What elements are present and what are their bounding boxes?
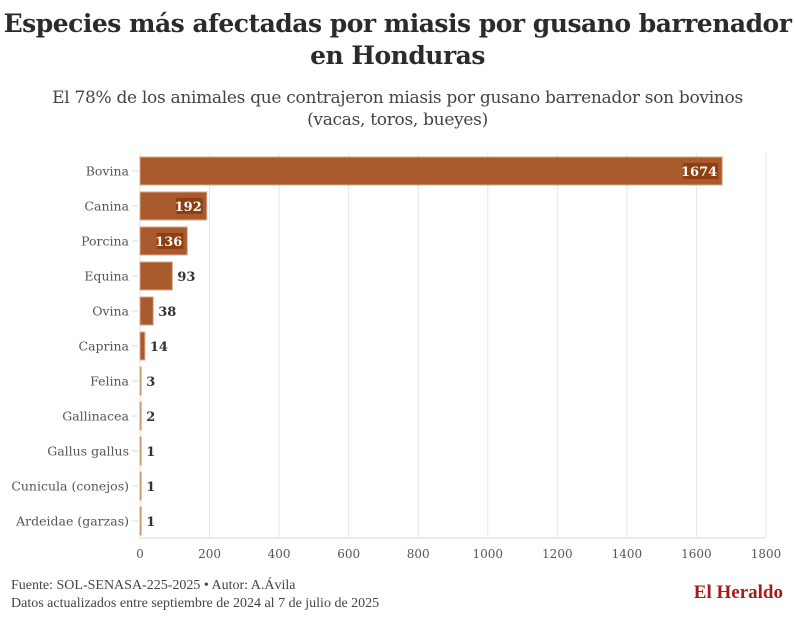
x-tick-label: 600 bbox=[337, 547, 360, 561]
bar bbox=[139, 296, 154, 326]
y-axis-labels: Bovina Canina Porcina Equina Ovina Caprina Fel… bbox=[11, 164, 129, 529]
x-tick-label: 1200 bbox=[542, 547, 573, 561]
value-label: 1 bbox=[146, 445, 155, 460]
value-label: 1 bbox=[146, 480, 155, 495]
value-label: 192 bbox=[175, 200, 202, 215]
value-labels: 1674 192 136 93 38 14 3 2 1 1 1 bbox=[146, 163, 719, 530]
category-label: Gallinacea bbox=[62, 409, 129, 424]
category-label: Ardeidae (garzas) bbox=[15, 514, 129, 529]
chart-subtitle: El 78% de los animales que contrajeron m… bbox=[0, 87, 795, 131]
category-label: Equina bbox=[84, 269, 129, 284]
bar bbox=[139, 331, 146, 361]
value-label: 1674 bbox=[681, 165, 717, 180]
chart-title: Especies más afectadas por miasis por gu… bbox=[0, 8, 795, 72]
value-label: 3 bbox=[146, 375, 155, 390]
bar bbox=[139, 401, 142, 431]
footer: Fuente: SOL-SENASA-225-2025 • Autor: A.Á… bbox=[11, 577, 379, 613]
chart-title-line-2: en Honduras bbox=[310, 41, 485, 70]
source-note: Fuente: SOL-SENASA-225-2025 • Autor: A.Á… bbox=[11, 578, 296, 593]
category-label: Bovina bbox=[86, 164, 130, 179]
x-tick-label: 800 bbox=[407, 547, 430, 561]
x-tick-label: 1800 bbox=[751, 547, 782, 561]
value-label: 14 bbox=[150, 340, 168, 355]
value-label-bg bbox=[176, 198, 203, 214]
bar bbox=[139, 506, 142, 536]
value-label: 1 bbox=[146, 515, 155, 530]
gridlines bbox=[132, 153, 767, 539]
value-label: 38 bbox=[158, 305, 176, 320]
chart-subtitle-line-1: El 78% de los animales que contrajeron m… bbox=[52, 88, 743, 108]
bars bbox=[139, 156, 723, 536]
bar bbox=[139, 156, 723, 186]
x-tick-label: 1600 bbox=[681, 547, 712, 561]
chart-subtitle-line-2: (vacas, toros, bueyes) bbox=[307, 110, 488, 130]
x-axis-labels: 0 200 400 600 800 1000 1200 1400 1600 1800 bbox=[136, 547, 781, 561]
value-label-bg bbox=[156, 233, 184, 249]
x-tick-label: 1000 bbox=[473, 547, 504, 561]
category-label: Canina bbox=[84, 199, 129, 214]
update-note: Datos actualizados entre septiembre de 2… bbox=[11, 596, 380, 611]
chart-title-line-1: Especies más afectadas por miasis por gu… bbox=[3, 9, 792, 38]
x-tick-label: 400 bbox=[268, 547, 291, 561]
category-label: Gallus gallus bbox=[47, 444, 129, 459]
value-label: 2 bbox=[146, 410, 155, 425]
bar bbox=[139, 261, 173, 291]
category-label: Caprina bbox=[79, 339, 130, 354]
value-label-bg bbox=[683, 163, 719, 179]
x-tick-label: 0 bbox=[136, 547, 144, 561]
category-label: Ovina bbox=[92, 304, 129, 319]
brand-logo: El Heraldo bbox=[693, 582, 783, 603]
bar bbox=[139, 436, 142, 466]
x-tick-label: 200 bbox=[198, 547, 221, 561]
x-tick-label: 1400 bbox=[612, 547, 643, 561]
category-label: Cunicula (conejos) bbox=[11, 479, 129, 494]
category-label: Porcina bbox=[81, 234, 129, 249]
bar bbox=[139, 471, 142, 501]
bar bbox=[139, 366, 142, 396]
value-label: 136 bbox=[155, 235, 182, 250]
category-label: Felina bbox=[90, 374, 129, 389]
value-label: 93 bbox=[177, 270, 195, 285]
